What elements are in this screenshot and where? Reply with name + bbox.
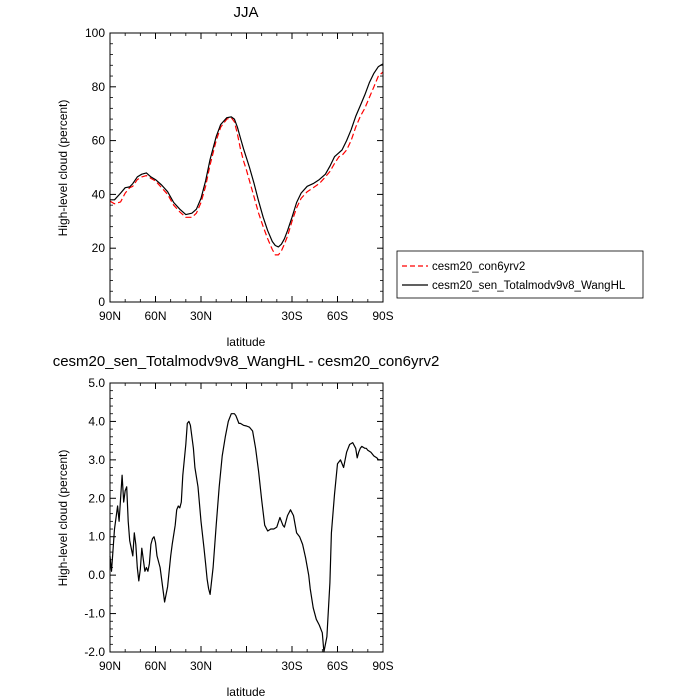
panel-bottom-ytick-label: -1.0 (84, 607, 105, 621)
panel-bottom-title: cesm20_sen_Totalmodv9v8_WangHL - cesm20_… (53, 353, 440, 370)
panel-top-ytick-label: 20 (92, 241, 106, 255)
panel-top-xtick-label: 90S (372, 309, 393, 323)
legend-box (396, 250, 644, 299)
panel-top-ylabel: High-level cloud (percent) (56, 100, 70, 237)
panel-bottom: cesm20_sen_Totalmodv9v8_WangHL - cesm20_… (53, 353, 440, 699)
panel-top-title: JJA (233, 4, 258, 21)
panel-top-xtick-label: 30S (281, 309, 302, 323)
panel-top-ytick-label: 0 (98, 295, 105, 309)
panel-top-xlabel: latitude (227, 335, 266, 349)
panel-bottom-ytick-label: 3.0 (88, 453, 105, 467)
panel-bottom-ytick-label: 2.0 (88, 491, 105, 505)
panel-bottom-xtick-label: 90S (372, 659, 393, 673)
panel-bottom-ytick-label: 4.0 (88, 414, 105, 428)
panel-top-ytick-label: 60 (92, 134, 106, 148)
panel-bottom-ytick-label: 1.0 (88, 530, 105, 544)
panel-bottom-ylabel: High-level cloud (percent) (56, 450, 70, 587)
panel-bottom-xlabel: latitude (227, 685, 266, 699)
panel-top-xtick-label: 30N (190, 309, 212, 323)
panel-top: JJA 0 20 40 60 80 100 90N 60N 30N 30S 60S 90S latit… (56, 4, 394, 349)
legend: cesm20_con6yrv2 cesm20_sen_Totalmodv9v8_… (396, 250, 644, 299)
panel-top-ytick-label: 100 (85, 26, 105, 40)
panel-top-xtick-label: 60N (144, 309, 166, 323)
panel-bottom-series-line-0 (109, 413, 383, 653)
legend-label-sensitivity: cesm20_sen_Totalmodv9v8_WangHL (432, 280, 626, 292)
panel-bottom-xtick-label: 90N (99, 659, 121, 673)
panel-bottom-xtick-label: 60N (144, 659, 166, 673)
panel-top-ytick-label: 80 (92, 80, 106, 94)
panel-top-plot-area: 0 20 40 60 80 100 90N 60N 30N 30S 60S 90S (85, 26, 394, 323)
panel-top-xtick-label: 60S (327, 309, 348, 323)
panel-top-ytick-label: 40 (92, 187, 106, 201)
panel-top-xtick-label: 90N (99, 309, 121, 323)
panel-top-series-line-1 (110, 63, 384, 248)
panel-bottom-ytick-label: 5.0 (88, 376, 105, 390)
panel-bottom-xtick-label: 30N (190, 659, 212, 673)
panel-top-frame (109, 32, 384, 303)
legend-label-control: cesm20_con6yrv2 (432, 261, 525, 273)
panel-bottom-xtick-label: 60S (327, 659, 348, 673)
panel-bottom-frame (109, 382, 384, 653)
panel-bottom-ytick-label: -2.0 (84, 645, 105, 659)
panel-bottom-plot-area: -2.0 -1.0 0.0 1.0 2.0 3.0 4.0 5.0 90N 60N 30N 30S 60… (84, 376, 393, 673)
panel-bottom-ytick-label: 0.0 (88, 568, 105, 582)
panel-top-series-line-0 (109, 71, 384, 256)
panel-bottom-xtick-label: 30S (281, 659, 302, 673)
